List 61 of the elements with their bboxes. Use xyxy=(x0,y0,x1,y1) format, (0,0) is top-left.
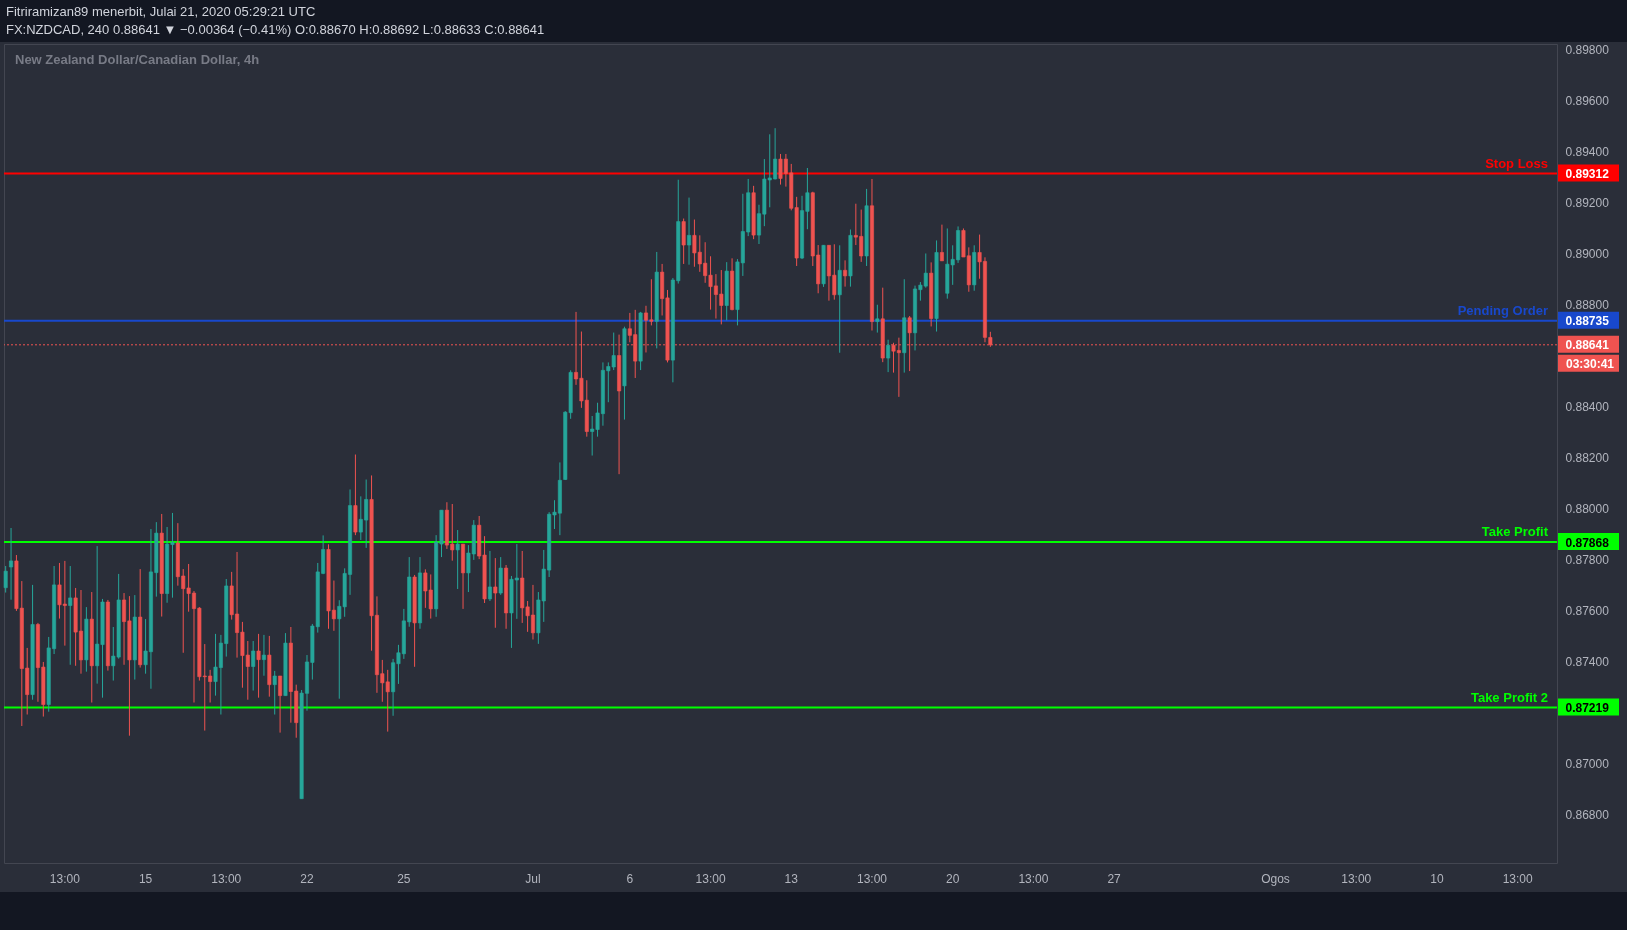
x-tick-label: 13:00 xyxy=(1341,871,1372,886)
candlestick xyxy=(886,339,891,373)
y-tick-label: 0.87800 xyxy=(1565,552,1610,567)
y-tick-label: 0.87000 xyxy=(1565,757,1610,771)
candlestick xyxy=(487,550,492,602)
candlestick xyxy=(939,224,944,262)
x-tick-label: 27 xyxy=(1107,871,1122,886)
x-tick-label: 13:00 xyxy=(1018,871,1049,886)
candlestick xyxy=(251,640,256,692)
candlestick xyxy=(455,529,460,590)
ref-line-label: Take Profit xyxy=(1481,524,1549,540)
candlestick xyxy=(9,527,14,601)
x-tick-label: 13:00 xyxy=(695,871,726,886)
y-tick-label: 0.89200 xyxy=(1565,195,1610,210)
x-tick-label: 20 xyxy=(946,871,960,886)
y-tick-label: 0.88200 xyxy=(1565,450,1610,465)
ref-line-label: Take Profit 2 xyxy=(1470,689,1548,705)
ref-line-label: Pending Order xyxy=(1457,302,1548,318)
y-tick-label: 0.89800 xyxy=(1565,42,1610,57)
x-tick-label: Jul xyxy=(525,871,541,886)
candlestick xyxy=(681,218,686,265)
y-tick-label: 0.87868 xyxy=(1565,535,1610,550)
ref-line-label: Stop Loss xyxy=(1485,155,1548,171)
y-tick-label: 0.88735 xyxy=(1565,314,1610,329)
y-tick-label: 0.87600 xyxy=(1565,603,1610,618)
candlestick xyxy=(687,197,691,266)
x-tick-label: 25 xyxy=(397,871,411,886)
y-tick-label: 0.88000 xyxy=(1565,501,1610,516)
x-tick-label: 10 xyxy=(1430,871,1444,886)
y-tick-label: 0.88400 xyxy=(1565,399,1610,414)
text: 03:30:41 xyxy=(1566,356,1615,371)
chart-subtitle: FX:NZDCAD, 240 0.88641 ▼ −0.00364 (−0.41%) O:0.88670 H:0.88692 L:0.88633 C:0.88641 xyxy=(6,22,545,38)
candlestick xyxy=(493,557,498,629)
x-tick-label: 13:00 xyxy=(856,871,888,886)
candlestick xyxy=(278,675,283,734)
y-tick-label: 0.88800 xyxy=(1565,297,1610,312)
y-tick-label: 0.89000 xyxy=(1565,246,1610,261)
candlestick xyxy=(261,634,266,677)
chart-title: Fitriramizan89 menerbit, Julai 21, 2020 05:29:21 UTC xyxy=(6,4,316,20)
candlestick xyxy=(3,565,8,594)
candlestick xyxy=(272,670,277,716)
x-tick-label: 22 xyxy=(300,871,314,886)
y-tick-label: 0.89312 xyxy=(1565,167,1610,182)
y-tick-label: 0.88641 xyxy=(1565,338,1610,353)
x-tick-label: 13:00 xyxy=(1502,871,1534,886)
x-tick-label: Ogos xyxy=(1261,871,1290,886)
x-tick-label: 13:00 xyxy=(49,871,81,886)
candlestick xyxy=(843,259,848,288)
candlestick xyxy=(875,304,880,334)
y-tick-label: 0.89400 xyxy=(1565,144,1610,159)
x-tick-label: 13 xyxy=(784,871,799,886)
candlestick xyxy=(68,565,73,666)
y-tick-label: 0.87400 xyxy=(1565,654,1610,669)
candlestick xyxy=(256,633,261,699)
annotation: New Zealand Dollar/Canadian Dollar, 4h xyxy=(15,52,260,67)
x-tick-label: 15 xyxy=(138,871,153,886)
y-tick-label: 0.86800 xyxy=(1565,808,1610,823)
y-tick-label: 0.89600 xyxy=(1565,93,1610,108)
x-tick-label: 6 xyxy=(626,871,634,886)
x-tick-label: 13:00 xyxy=(211,871,242,886)
y-tick-label: 0.87219 xyxy=(1565,701,1610,716)
